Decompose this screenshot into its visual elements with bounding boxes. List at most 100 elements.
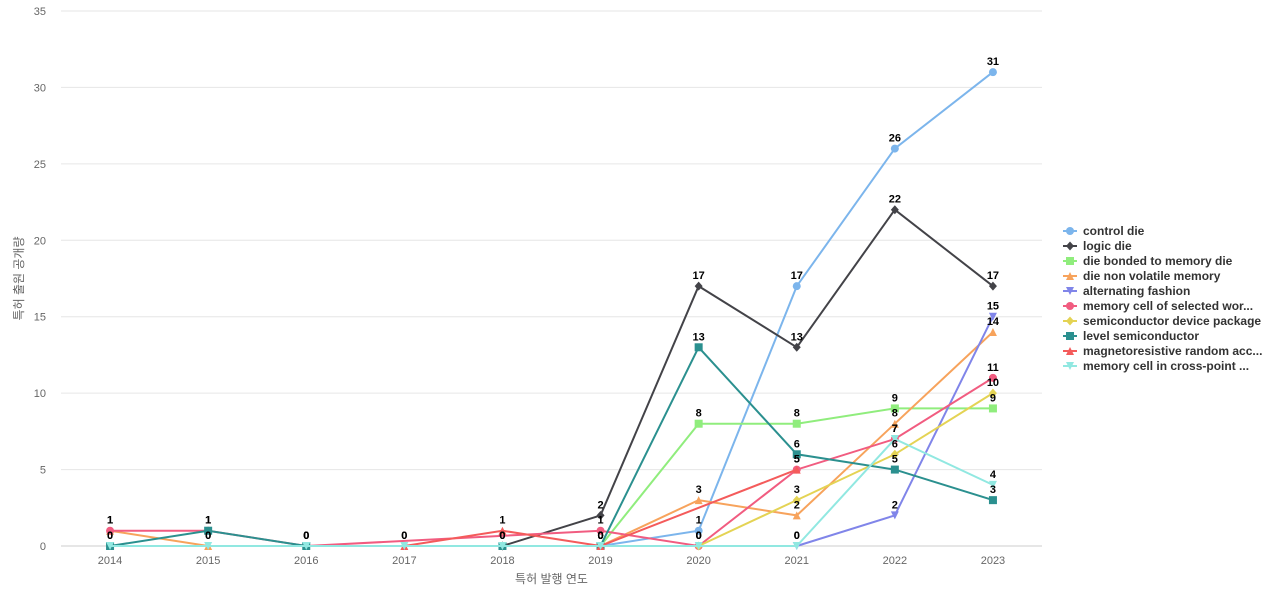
data-point[interactable] (988, 328, 997, 336)
series-3 (106, 328, 997, 550)
data-label: 0 (597, 530, 603, 542)
data-label: 31 (987, 56, 999, 68)
data-point[interactable] (988, 388, 997, 398)
y-tick-label: 30 (34, 82, 46, 94)
series-line[interactable] (109, 345, 994, 547)
data-point[interactable] (694, 419, 703, 428)
data-label: 5 (892, 454, 898, 466)
legend-marker[interactable] (1066, 332, 1074, 340)
data-point[interactable] (890, 205, 899, 215)
data-label: 0 (597, 530, 603, 542)
legend-marker[interactable] (1066, 302, 1074, 310)
data-point[interactable] (498, 542, 507, 550)
legend-item[interactable]: memory cell in cross-point ... (1063, 359, 1249, 373)
data-point[interactable] (694, 281, 703, 291)
data-label: 6 (794, 438, 800, 450)
data-label: 13 (693, 331, 705, 343)
series-line[interactable] (110, 437, 994, 547)
data-point[interactable] (792, 511, 801, 520)
data-label: 0 (303, 530, 309, 542)
legend-item[interactable]: level semiconductor (1063, 329, 1199, 343)
series-line[interactable] (502, 208, 994, 547)
data-label: 8 (892, 408, 898, 420)
data-label: 0 (401, 530, 407, 542)
data-label: 1 (107, 515, 113, 527)
data-label: 8 (696, 408, 702, 420)
data-point[interactable] (694, 542, 703, 550)
data-point[interactable] (792, 342, 801, 352)
data-point[interactable] (400, 542, 409, 550)
data-point[interactable] (988, 373, 997, 382)
data-point[interactable] (694, 343, 703, 352)
data-point[interactable] (792, 495, 801, 505)
x-axis-title: 특허 발행 연도 (515, 571, 588, 586)
legend-item[interactable]: semiconductor device package (1063, 314, 1261, 328)
data-point[interactable] (792, 282, 801, 291)
data-point[interactable] (596, 526, 605, 535)
legend-marker[interactable] (1066, 227, 1074, 235)
data-point[interactable] (204, 526, 213, 535)
data-label: 9 (990, 392, 996, 404)
data-label: 3 (990, 484, 996, 496)
x-tick-label: 2022 (883, 555, 907, 567)
data-point[interactable] (792, 542, 801, 550)
data-label: 7 (892, 423, 898, 435)
data-point[interactable] (498, 526, 507, 535)
series-line[interactable] (110, 377, 994, 548)
data-point[interactable] (694, 496, 703, 505)
legend-item[interactable]: die bonded to memory die (1063, 254, 1233, 268)
legend-item[interactable]: control die (1063, 224, 1145, 238)
legend-marker[interactable] (1066, 241, 1074, 251)
data-point[interactable] (302, 542, 311, 550)
data-point[interactable] (792, 465, 801, 474)
data-point[interactable] (890, 435, 899, 443)
data-point[interactable] (890, 449, 899, 459)
legend-marker[interactable] (1066, 316, 1074, 326)
data-point[interactable] (890, 465, 899, 474)
data-label: 0 (597, 530, 603, 542)
y-tick-label: 35 (34, 6, 46, 18)
data-point[interactable] (596, 542, 605, 550)
legend-item[interactable]: die non volatile memory (1063, 269, 1221, 283)
data-point[interactable] (204, 542, 213, 550)
x-tick-label: 2017 (392, 555, 416, 567)
data-point[interactable] (596, 510, 605, 520)
data-point[interactable] (988, 480, 997, 489)
series-line[interactable] (600, 71, 994, 547)
data-point[interactable] (890, 419, 899, 428)
data-point[interactable] (988, 68, 997, 77)
data-point[interactable] (106, 526, 115, 535)
data-label: 3 (794, 484, 800, 496)
data-point[interactable] (988, 312, 997, 321)
data-point[interactable] (988, 281, 997, 291)
series-line[interactable] (698, 392, 994, 547)
legend-marker[interactable] (1066, 287, 1074, 295)
legend-label: die non volatile memory (1083, 269, 1221, 283)
legend-marker[interactable] (1066, 272, 1074, 280)
data-point[interactable] (890, 404, 899, 413)
legend-marker[interactable] (1066, 257, 1074, 265)
data-point[interactable] (890, 144, 899, 153)
y-axis-title: 특허 출원 공개량 (12, 237, 26, 321)
legend-label: semiconductor device package (1083, 314, 1261, 328)
data-point[interactable] (106, 542, 115, 550)
series-line[interactable] (404, 468, 798, 548)
data-point[interactable] (792, 450, 801, 459)
data-label: 1 (205, 515, 211, 527)
data-label: 1 (696, 515, 702, 527)
legend-item[interactable]: magnetoresistive random acc... (1063, 344, 1262, 358)
data-label: 13 (791, 331, 803, 343)
legend-marker[interactable] (1066, 362, 1074, 370)
legend-item[interactable]: memory cell of selected wor... (1063, 299, 1253, 313)
series-line[interactable] (109, 331, 994, 547)
data-point[interactable] (890, 511, 899, 520)
legend-item[interactable]: logic die (1063, 239, 1132, 253)
legend-marker[interactable] (1066, 347, 1074, 355)
data-point[interactable] (694, 526, 703, 535)
data-point[interactable] (988, 404, 997, 413)
data-point[interactable] (792, 419, 801, 428)
legend-item[interactable]: alternating fashion (1063, 284, 1190, 298)
data-label: 2 (794, 499, 800, 511)
data-point[interactable] (988, 496, 997, 505)
